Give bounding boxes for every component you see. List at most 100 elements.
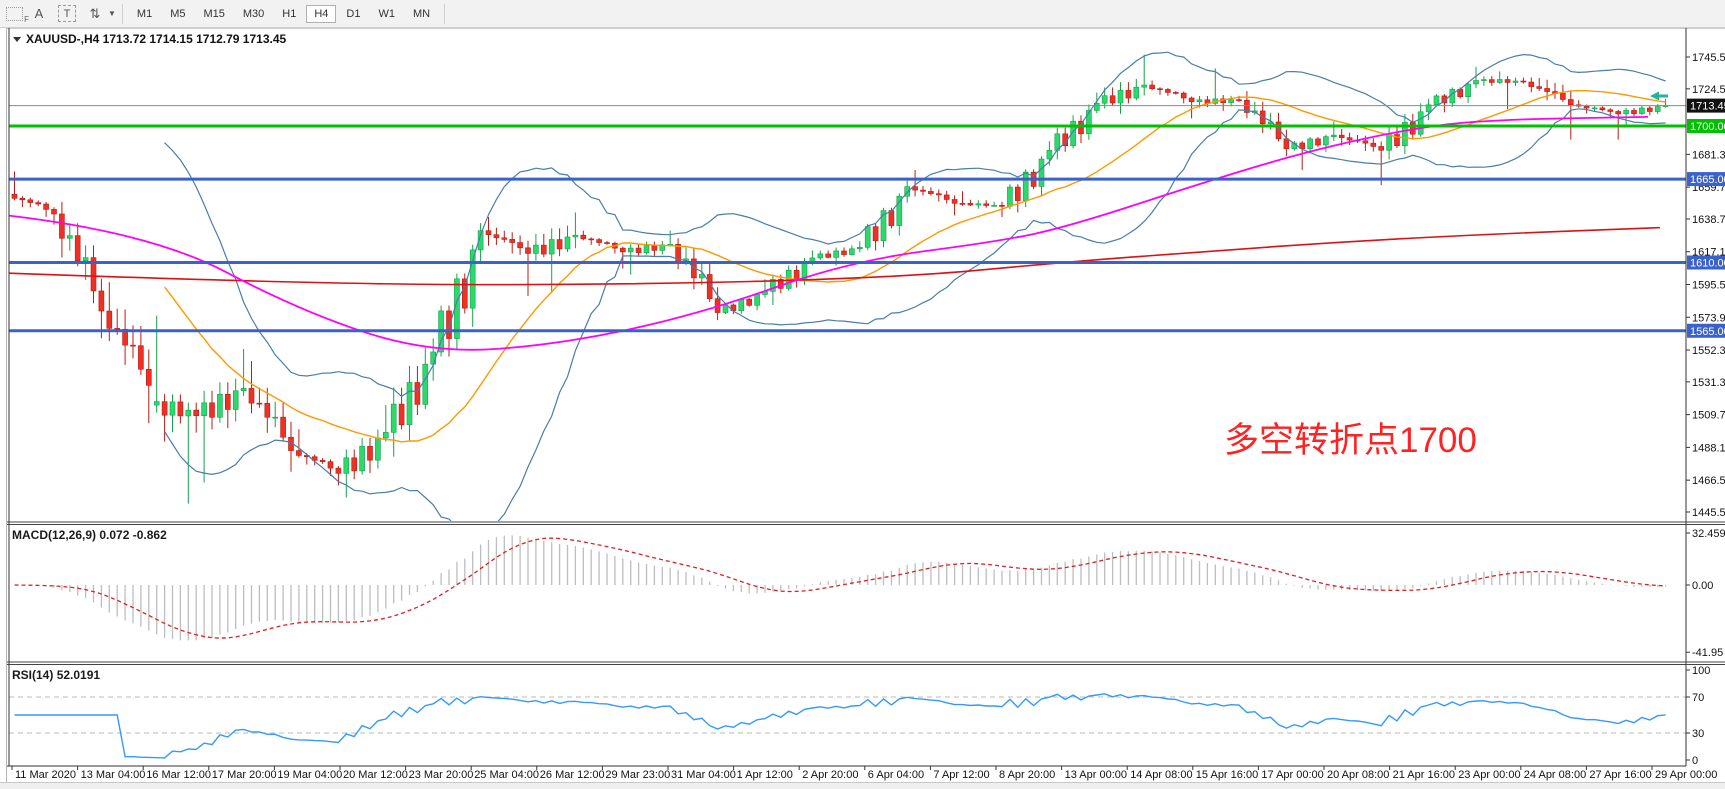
timeframe-button-m30[interactable]: M30 [235,5,272,23]
window-bottom-strip [0,782,1725,789]
chart-annotation-text: 多空转折点1700 [1224,421,1477,460]
price-tick-label: 1466.50 [1692,475,1725,487]
bollinger-bands [164,51,1666,521]
rsi-indicator-label: RSI(14) 52.0191 [12,668,100,682]
timeframe-button-m5[interactable]: M5 [162,5,193,23]
price-level-badge [1687,98,1725,113]
price-level-badge [1687,255,1725,270]
time-axis-label: 23 Apr 00:00 [1458,769,1520,781]
price-tick-label: 1745.50 [1692,52,1725,64]
time-axis-label: 19 Mar 04:00 [277,769,342,781]
symbol-quote-text: XAUUSD-,H4 1713.72 1714.15 1712.79 1713.… [26,32,287,46]
indicator-grid-icon-label: F [24,14,29,24]
time-axis-label: 29 Apr 00:00 [1655,769,1717,781]
rsi-panel [9,693,1686,759]
price-tick-label: 1681.30 [1692,149,1725,161]
indicator-grid-icon[interactable]: F [6,6,29,24]
macd-indicator-label: MACD(12,26,9) 0.072 -0.862 [12,528,167,542]
timeframe-button-h1[interactable]: H1 [274,5,304,23]
price-tick-label: 1488.10 [1692,442,1725,454]
time-axis-label: 14 Apr 08:00 [1130,769,1192,781]
price-tick-label: 1638.70 [1692,214,1725,226]
rsi-tick-label: 0 [1692,755,1698,767]
rsi-tick-label: 70 [1692,692,1704,704]
price-tick-label: 1552.30 [1692,345,1725,357]
price-level-badge-label: 1665.00 [1690,174,1725,186]
time-axis-label: 17 Mar 20:00 [212,769,277,781]
price-level-badge [1687,119,1725,134]
time-axis-label: 7 Apr 12:00 [933,769,989,781]
arrows-dropdown-caret-icon[interactable]: ▼ [108,9,116,18]
time-axis-label: 16 Mar 12:00 [146,769,211,781]
time-axis-label: 2 Apr 20:00 [802,769,858,781]
macd-signal-line [14,537,1666,639]
price-tick-label: 1531.30 [1692,377,1725,389]
time-axis-label: 1 Apr 12:00 [737,769,793,781]
window-left-border [6,27,7,789]
rsi-tick-label: 30 [1692,728,1704,740]
rsi-value: 52.0191 [56,668,101,682]
rsi-line [14,693,1666,759]
toolbar-separator [121,3,123,24]
price-level-badge-label: 1610.00 [1690,258,1725,270]
arrow-left-marker[interactable] [1650,91,1668,101]
price-panel [9,51,1669,521]
price-level-badge [1687,323,1725,338]
time-axis-label: 17 Apr 00:00 [1261,769,1323,781]
time-axis-label: 6 Apr 04:00 [868,769,924,781]
toolbar: F A T ⇅ ▼ M1 M5 M15 M30 H1 H4 D1 W1 MN [0,0,1725,28]
time-axis-label: 20 Mar 12:00 [343,769,408,781]
text-label-icon-glyph: T [58,5,76,22]
time-axis-label: 21 Apr 16:00 [1393,769,1455,781]
time-axis-label: 11 Mar 2020 [15,769,76,781]
insert-text-icon[interactable]: A [34,6,44,21]
price-tick-label: 1509.70 [1692,410,1725,422]
price-level-badge-label: 1713.45 [1690,101,1725,113]
macd-label: MACD(12,26,9) [12,528,97,542]
price-tick-label: 1724.50 [1692,84,1725,96]
arrows-tool-icon[interactable]: ⇅ [89,5,101,21]
price-level-badge [1687,172,1725,187]
time-axis-label: 20 Apr 08:00 [1327,769,1389,781]
time-axis-label: 29 Mar 23:00 [605,769,670,781]
time-axis-label: 26 Mar 12:00 [540,769,605,781]
indicator-axes: 32.459 0.00 -41.95 100 70 30 0 [1686,528,1725,767]
time-axis[interactable]: 11 Mar 2020 13 Mar 04:00 16 Mar 12:00 17 Ma… [11,766,1717,781]
timeframe-group: M1 M5 M15 M30 H1 H4 D1 W1 MN [129,4,438,23]
toolbar-separator [444,3,446,24]
timeframe-button-m15[interactable]: M15 [195,5,232,23]
time-axis-label: 8 Apr 20:00 [999,769,1055,781]
macd-tick-label: -41.95 [1692,647,1723,659]
time-axis-label: 24 Apr 08:00 [1524,769,1586,781]
macd-values: 0.072 -0.862 [99,528,167,542]
time-axis-label: 13 Mar 04:00 [81,769,146,781]
text-label-icon[interactable]: T [55,4,79,24]
timeframe-button-h4[interactable]: H4 [306,4,337,23]
time-axis-label: 13 Apr 00:00 [1065,769,1127,781]
rsi-label: RSI(14) [12,668,54,682]
price-level-badge-label: 1700.00 [1690,121,1725,133]
collapse-triangle-icon[interactable] [13,36,21,42]
macd-tick-label: 32.459 [1692,528,1725,540]
rsi-tick-label: 100 [1692,665,1710,677]
timeframe-button-m1[interactable]: M1 [129,5,160,23]
price-tick-label: 1573.90 [1692,312,1725,324]
ma-red-line [9,226,1661,286]
time-axis-label: 15 Apr 16:00 [1196,769,1258,781]
price-tick-label: 1445.50 [1692,507,1725,519]
timeframe-button-w1[interactable]: W1 [370,5,403,23]
time-axis-label: 27 Apr 16:00 [1589,769,1651,781]
time-axis-label: 31 Mar 04:00 [671,769,736,781]
macd-panel [14,535,1667,641]
timeframe-button-d1[interactable]: D1 [338,5,368,23]
candlesticks [11,54,1669,504]
timeframe-button-mn[interactable]: MN [405,5,438,23]
horizontal-level-lines[interactable] [9,105,1686,333]
price-level-badge-label: 1565.00 [1690,326,1725,338]
time-axis-label: 25 Mar 04:00 [474,769,539,781]
price-axis[interactable]: 1745.501724.501681.301659.701638.701617.… [1686,52,1725,519]
symbol-quote-line[interactable]: XAUUSD-,H4 1713.72 1714.15 1712.79 1713.… [13,32,286,46]
macd-tick-label: 0.00 [1692,580,1713,592]
